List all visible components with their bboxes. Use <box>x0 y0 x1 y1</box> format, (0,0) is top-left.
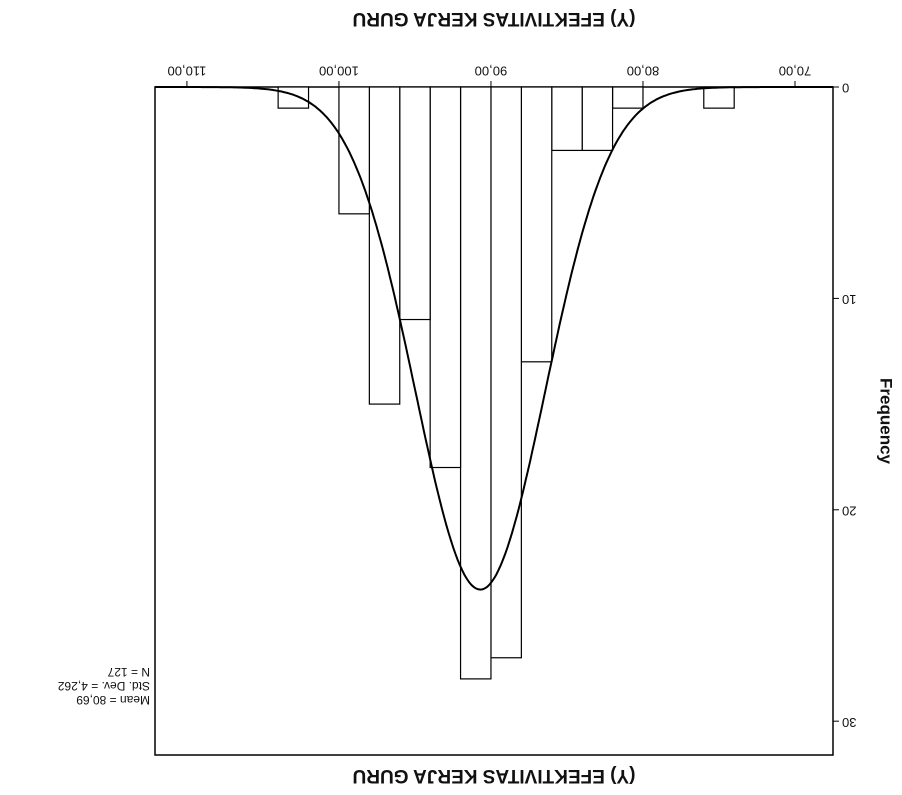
x-tick-label: 90,00 <box>475 64 508 79</box>
y-tick-label: 20 <box>842 503 856 518</box>
bar <box>521 87 551 362</box>
legend-text: Mean = 80,69 <box>76 693 150 707</box>
x-tick-label: 80,00 <box>627 64 660 79</box>
x-tick-label: 100,00 <box>319 64 359 79</box>
chart: (Y) EFEKTIVITAS KERJA GURU (Y) EFEKTIVIT… <box>0 0 902 795</box>
y-axis-label: Frequency <box>877 378 896 465</box>
bar <box>582 87 612 150</box>
bar <box>369 87 399 404</box>
bar <box>613 87 643 108</box>
x-axis-label: (Y) EFEKTIVITAS KERJA GURU <box>353 8 636 29</box>
legend-text: Std. Dev. = 4,262 <box>58 679 150 693</box>
bar <box>491 87 521 658</box>
bar <box>704 87 734 108</box>
legend-text: N = 127 <box>107 665 150 679</box>
bar <box>278 87 308 108</box>
x-tick-label: 70,00 <box>779 64 812 79</box>
bar <box>552 87 582 150</box>
y-tick-label: 30 <box>842 715 856 730</box>
bar <box>430 87 460 468</box>
page: (Y) EFEKTIVITAS KERJA GURU (Y) EFEKTIVIT… <box>0 0 902 795</box>
x-tick-label: 110,00 <box>168 64 207 79</box>
y-tick-label: 0 <box>842 81 849 96</box>
chart-title: (Y) EFEKTIVITAS KERJA GURU <box>353 765 636 786</box>
bar <box>400 87 430 320</box>
y-tick-label: 10 <box>842 292 856 307</box>
bar <box>339 87 369 214</box>
bar <box>461 87 491 679</box>
